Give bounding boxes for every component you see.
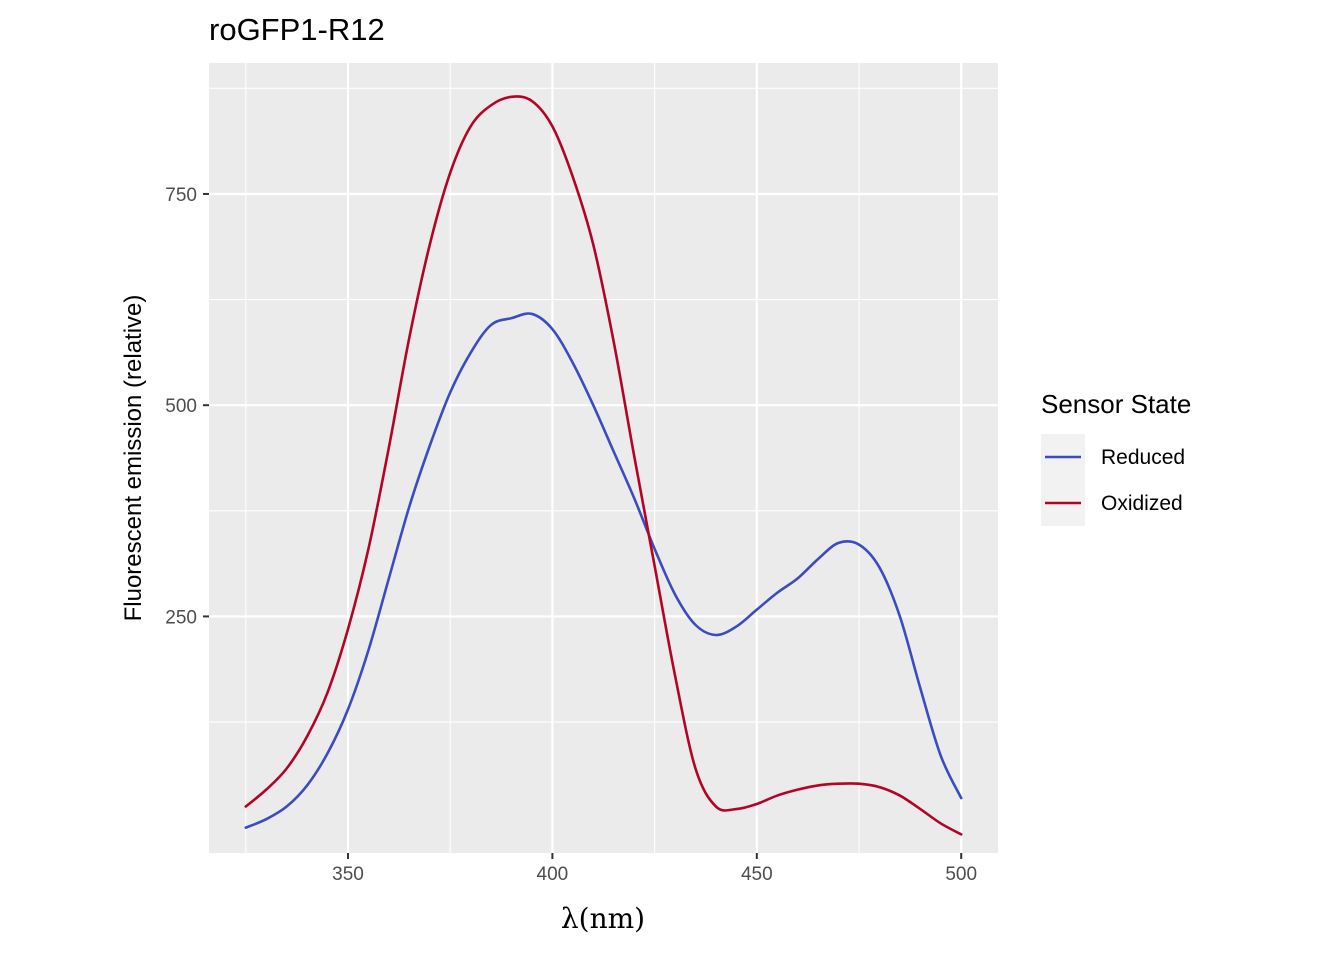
tick-labels: 350 400 450 500 250 500 750 xyxy=(165,185,977,885)
y-tick-label: 250 xyxy=(165,607,197,628)
axis-ticks xyxy=(203,192,963,859)
chart-title: roGFP1-R12 xyxy=(209,12,385,47)
series-lines xyxy=(244,95,963,836)
y-axis-title: Fluorescent emission (relative) xyxy=(120,295,147,622)
y-tick-label: 750 xyxy=(165,185,197,206)
legend-title: Sensor State xyxy=(1041,389,1191,419)
series-line-reduced xyxy=(244,312,963,829)
y-tick-label: 500 xyxy=(165,396,197,417)
x-tick-label: 500 xyxy=(945,864,977,885)
x-tick-label: 450 xyxy=(741,864,773,885)
legend-label-reduced: Reduced xyxy=(1101,446,1185,469)
series-line-oxidized xyxy=(244,95,963,836)
grid-major xyxy=(209,63,998,853)
plot-panel xyxy=(209,63,998,853)
legend-label-oxidized: Oxidized xyxy=(1101,492,1183,515)
x-tick-label: 400 xyxy=(537,864,569,885)
x-axis-title: λ(nm) xyxy=(561,902,645,935)
legend: Sensor State Reduced Oxidized xyxy=(1041,389,1191,526)
x-tick-label: 350 xyxy=(332,864,364,885)
